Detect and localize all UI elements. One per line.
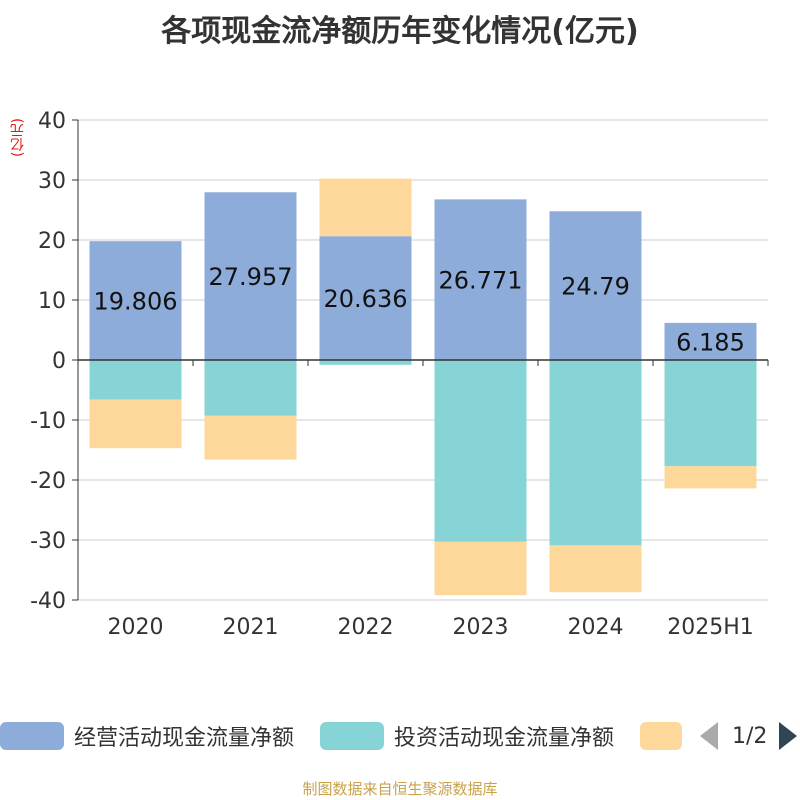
data-source-note: 制图数据来自恒生聚源数据库 [302,780,498,798]
data-label: 19.806 [94,288,178,316]
legend-label-investing: 投资活动现金流量净额 [394,726,615,751]
y-tick-label: -20 [30,469,66,494]
bar-operating-2022 [319,236,412,360]
legend-swatch-operating [0,722,64,750]
bar-operating-2023 [434,199,527,360]
bar-investing-2021 [204,360,297,416]
bar-investing-2020 [89,360,182,400]
legend-label-operating: 经营活动现金流量净额 [74,726,295,751]
bar-operating-2021 [204,192,297,360]
bar-financing-2023 [434,541,527,596]
bar-financing-2024 [549,545,642,593]
legend-item-financing[interactable] [640,716,682,756]
x-tick-label: 2022 [338,615,394,640]
bar-financing-2021 [204,415,297,460]
data-label: 6.185 [676,328,745,356]
legend-next-icon[interactable] [779,722,798,750]
y-tick-label: 0 [52,349,66,374]
bar-investing-2025H1 [664,360,757,467]
x-tick-label: 2021 [223,615,279,640]
x-tick-label: 2025H1 [667,615,754,640]
y-tick-label: -40 [30,589,66,614]
cash-flow-chart: 40 30 20 10 0 -10 -20 -30 -40 2020 2021 2022 2023 202… [30,109,769,640]
y-tick-label: 20 [38,229,66,254]
legend-item-investing[interactable]: 投资活动现金流量净额 [320,716,614,756]
data-label: 26.771 [439,267,523,295]
data-label: 20.636 [324,285,408,313]
y-tick-label: 40 [38,109,66,134]
bar-investing-2023 [434,360,527,542]
x-tick-label: 2024 [568,615,624,640]
bar-financing-2025H1 [664,466,757,489]
chart-title: 各项现金流净额历年变化情况(亿元) [161,14,639,49]
legend-page-indicator: 1/2 [732,723,768,749]
legend: 经营活动现金流量净额 投资活动现金流量净额 1/2 [0,716,800,756]
data-label: 24.79 [561,273,630,301]
bar-operating-2025H1 [664,322,757,360]
legend-item-operating[interactable]: 经营活动现金流量净额 [0,716,294,756]
y-tick-label: 30 [38,169,66,194]
x-tick-label: 2023 [453,615,509,640]
bar-investing-2022 [319,360,412,365]
bar-operating-2024 [549,211,642,360]
bar-operating-2020 [89,241,182,360]
legend-swatch-financing [640,722,682,750]
legend-swatch-investing [320,722,384,750]
x-tick-label: 2020 [108,615,164,640]
legend-prev-icon[interactable] [700,722,718,750]
data-label: 27.957 [209,263,293,291]
bar-financing-2022 [319,178,412,237]
bar-investing-2024 [549,360,642,546]
legend-pager: 1/2 [700,716,798,756]
y-tick-label: -30 [30,529,66,554]
y-tick-label: 10 [38,289,66,314]
y-tick-label: -10 [30,409,66,434]
bar-financing-2020 [89,399,182,449]
